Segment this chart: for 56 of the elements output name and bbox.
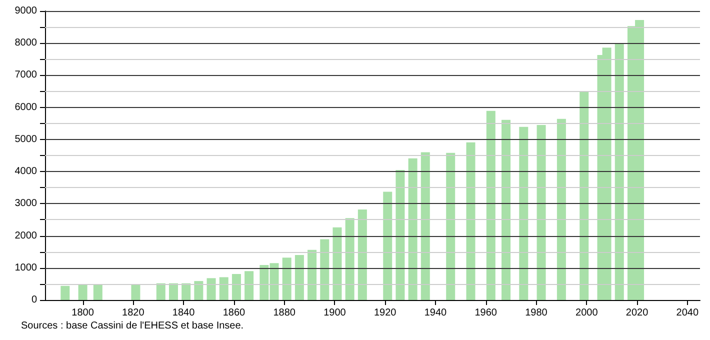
- bar: [486, 110, 496, 300]
- x-tick-label: 1960: [474, 308, 498, 318]
- bar: [614, 43, 624, 300]
- bar: [219, 277, 228, 300]
- bar: [282, 258, 292, 300]
- bar: [320, 239, 330, 300]
- bar: [168, 283, 178, 300]
- bar: [156, 283, 166, 300]
- y-tick-label: 4000: [14, 166, 38, 178]
- x-tick-label: 2040: [676, 308, 699, 318]
- bar: [131, 284, 140, 300]
- bar: [556, 118, 566, 300]
- x-tick-label: 1840: [172, 308, 196, 318]
- x-tick-label: 1920: [374, 308, 397, 318]
- bar: [383, 192, 392, 300]
- bar: [194, 281, 204, 300]
- x-tick-label: 1940: [424, 308, 448, 318]
- bar: [232, 274, 241, 300]
- bar: [60, 286, 70, 300]
- bar: [78, 284, 88, 300]
- y-tick-label: 5000: [14, 134, 38, 145]
- bar: [345, 218, 354, 300]
- y-tick-label: 7000: [14, 70, 38, 81]
- bar: [294, 255, 304, 300]
- y-tick-label: 9000: [14, 6, 38, 16]
- x-tick-label: 2020: [626, 308, 649, 318]
- bar: [396, 170, 405, 300]
- source-note: Sources : base Cassini de l'EHESS et base Insee.: [21, 320, 244, 332]
- bar: [332, 227, 342, 300]
- bar: [502, 120, 511, 300]
- y-tick-label: 6000: [14, 102, 38, 113]
- bar: [93, 284, 102, 300]
- x-tick-label: 1820: [122, 308, 145, 318]
- x-tick-label: 1860: [222, 308, 246, 318]
- bar: [408, 158, 418, 300]
- bar: [358, 209, 367, 300]
- x-tick-label: 2000: [576, 308, 598, 318]
- x-tick-label: 1980: [525, 308, 548, 318]
- bar: [182, 283, 191, 300]
- bar: [466, 142, 476, 300]
- bar: [580, 92, 589, 300]
- bar: [244, 271, 254, 300]
- y-tick-label: 8000: [14, 38, 38, 49]
- bar: [420, 152, 430, 300]
- y-tick-label: 3000: [14, 198, 38, 210]
- y-tick-label: 2000: [14, 230, 38, 242]
- bar: [519, 126, 528, 300]
- x-tick-label: 1880: [273, 308, 296, 318]
- y-tick-label: 0: [31, 294, 38, 306]
- bar: [536, 124, 546, 300]
- x-tick-label: 1900: [324, 308, 346, 318]
- bar: [206, 278, 216, 300]
- bar: [446, 152, 456, 300]
- x-tick-label: 1800: [72, 308, 94, 318]
- y-tick-label: 1000: [14, 262, 38, 274]
- bar: [308, 250, 317, 300]
